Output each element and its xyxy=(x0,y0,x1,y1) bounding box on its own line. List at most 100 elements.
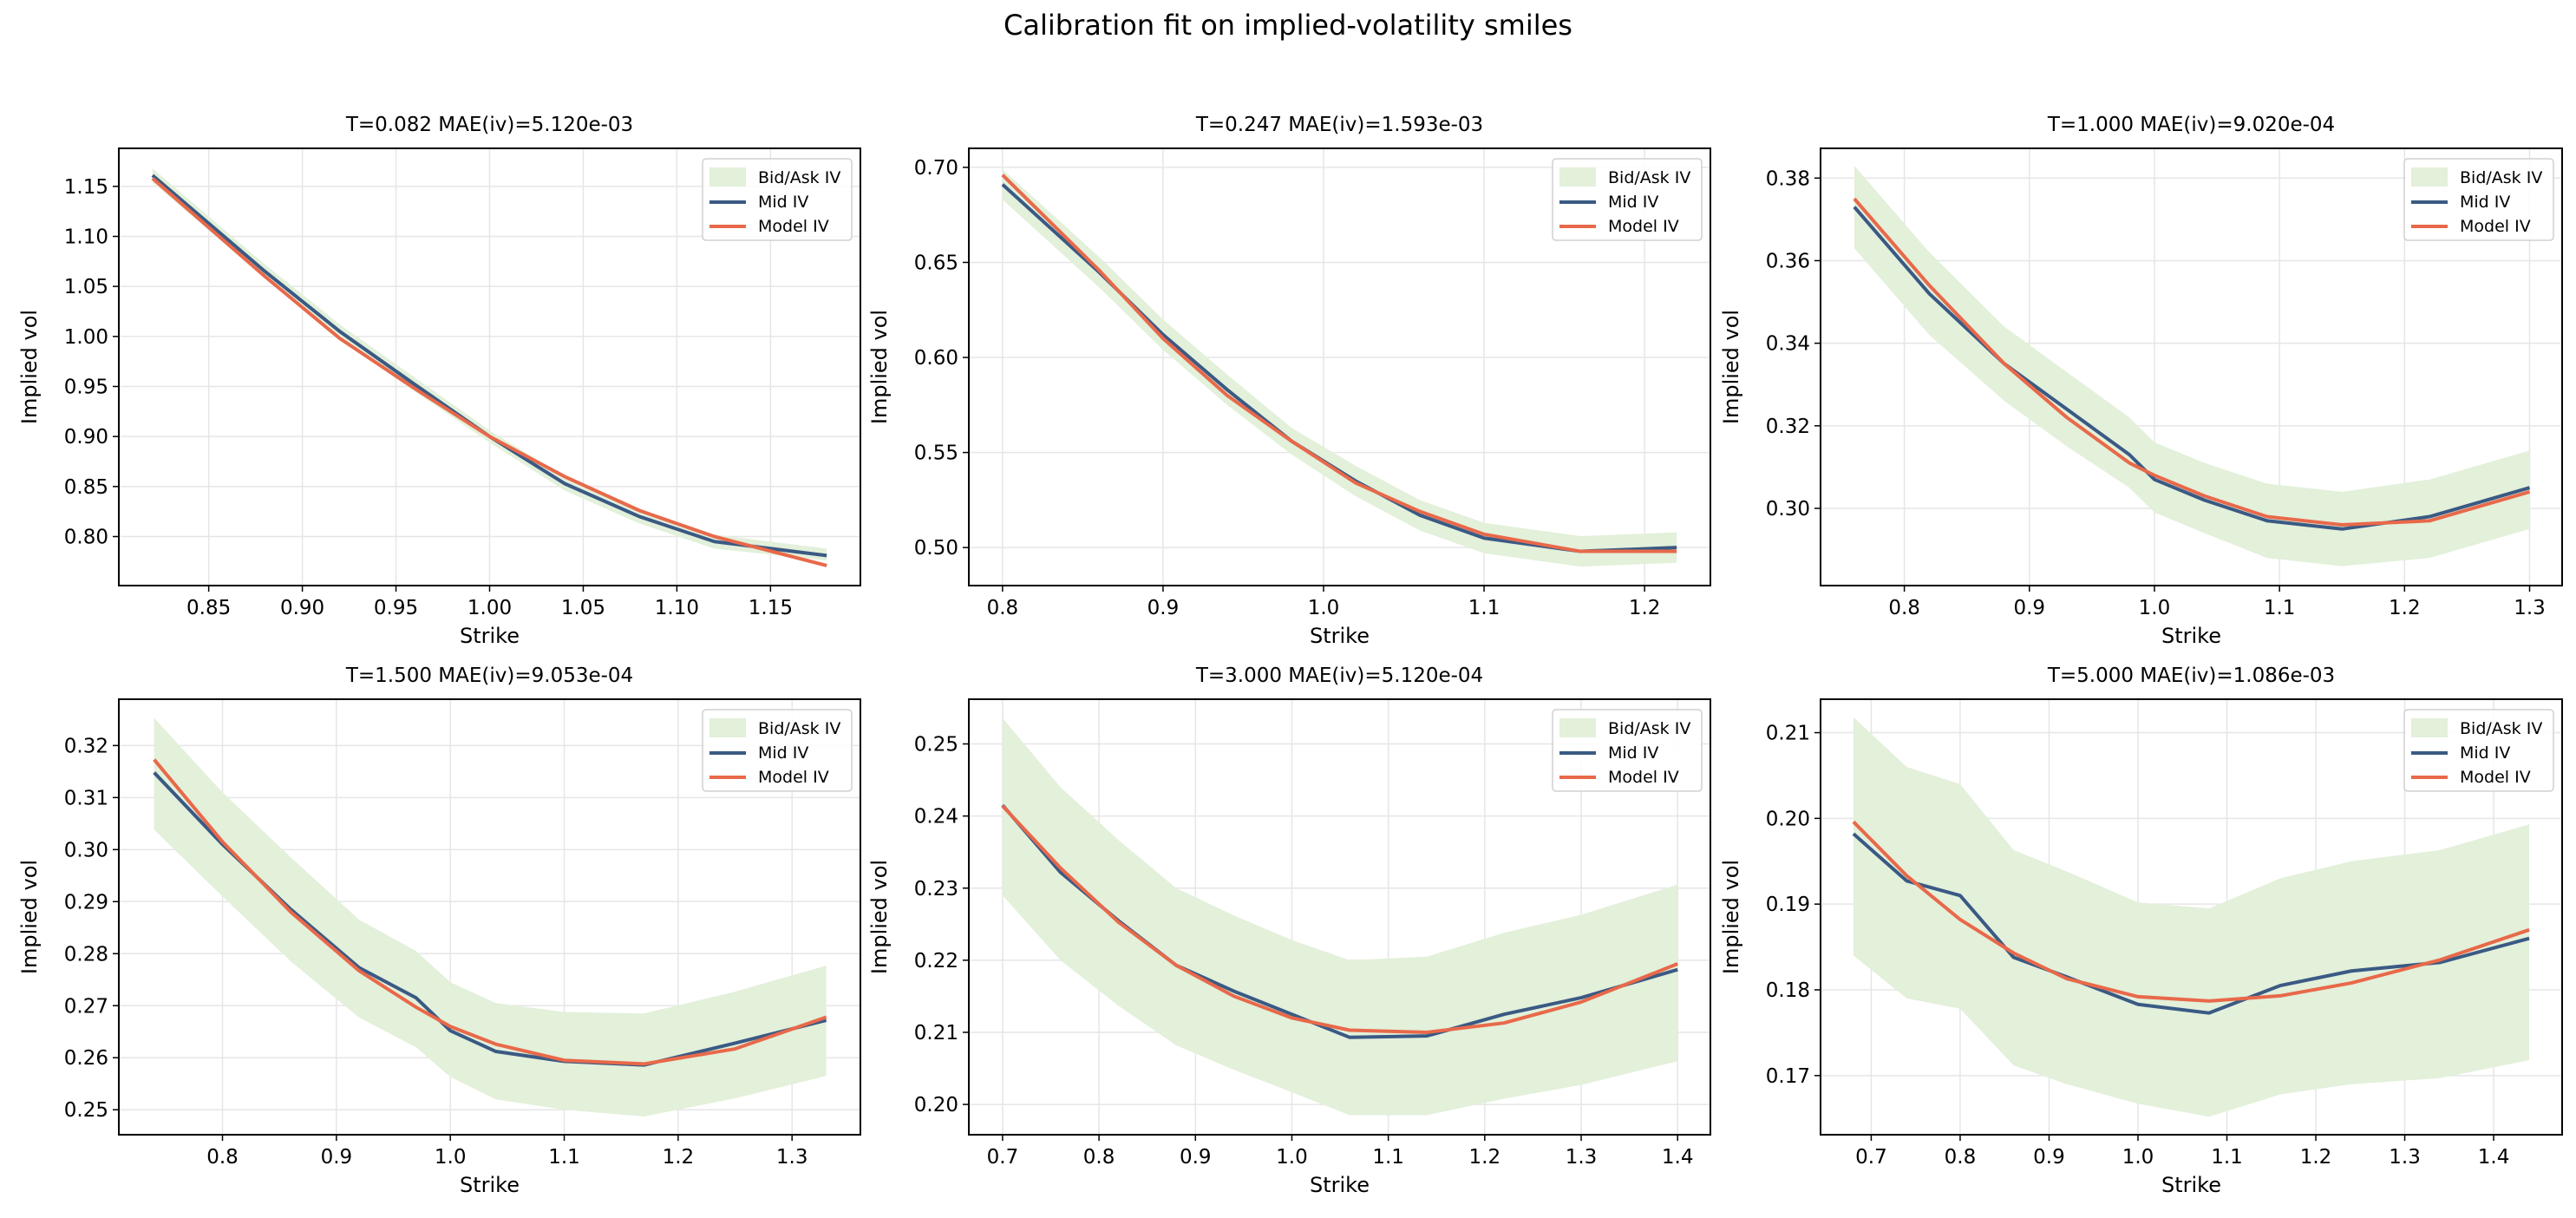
y-tick-label: 0.26 xyxy=(64,1047,108,1070)
x-tick-label: 0.9 xyxy=(2033,1146,2065,1169)
y-tick-label: 0.29 xyxy=(64,891,108,914)
legend-label-model: Model IV xyxy=(2460,768,2531,787)
y-tick-label: 0.19 xyxy=(1766,894,1810,916)
legend: Bid/Ask IV Mid IV Model IV xyxy=(702,158,853,241)
figure-suptitle: Calibration fit on implied-volatility sm… xyxy=(1004,9,1572,42)
x-tick-label: 1.2 xyxy=(1469,1146,1501,1169)
y-tick-label: 0.25 xyxy=(64,1099,108,1122)
x-tick-label: 0.85 xyxy=(186,597,231,619)
x-tick-label: 1.4 xyxy=(2478,1146,2510,1169)
legend-label-model: Model IV xyxy=(1608,768,1679,787)
y-axis-label: Implied vol xyxy=(1719,860,1743,974)
x-tick-label: 1.3 xyxy=(2389,1146,2421,1169)
subplot-title: T=0.082 MAE(iv)=5.120e-03 xyxy=(345,114,633,136)
x-tick-label: 0.9 xyxy=(321,1146,353,1169)
legend-label-model: Model IV xyxy=(1608,217,1679,236)
y-tick-label: 0.85 xyxy=(64,476,108,499)
subplot-title: T=1.000 MAE(iv)=9.020e-04 xyxy=(2047,114,2335,136)
legend-swatch-bid-ask xyxy=(709,718,746,737)
x-tick-label: 1.0 xyxy=(1276,1146,1308,1169)
y-tick-label: 0.20 xyxy=(1766,808,1810,830)
y-tick-label: 0.17 xyxy=(1766,1065,1810,1088)
x-tick-label: 1.1 xyxy=(548,1146,580,1169)
y-tick-label: 0.24 xyxy=(914,806,958,828)
y-tick-label: 1.05 xyxy=(64,276,108,298)
y-tick-label: 0.21 xyxy=(1766,723,1810,745)
model-iv-line xyxy=(151,177,827,567)
legend-label-mid: Mid IV xyxy=(758,193,808,212)
x-tick-label: 1.2 xyxy=(1629,597,1661,619)
x-tick-label: 1.1 xyxy=(2264,597,2296,619)
bid-ask-band xyxy=(1854,165,2530,566)
bid-ask-band xyxy=(1853,717,2530,1117)
y-axis-label: Implied vol xyxy=(17,310,42,424)
axes-frame xyxy=(968,698,1711,1136)
y-tick-label: 0.18 xyxy=(1766,979,1810,1002)
axes-frame xyxy=(968,147,1711,586)
x-tick-label: 1.10 xyxy=(655,597,699,619)
x-tick-label: 1.2 xyxy=(2389,597,2421,619)
legend-swatch-bid-ask xyxy=(2411,167,2448,187)
y-tick-label: 1.10 xyxy=(64,226,108,248)
bid-ask-band xyxy=(1002,717,1678,1116)
x-tick-label: 1.00 xyxy=(467,597,512,619)
legend-label-mid: Mid IV xyxy=(1608,743,1658,763)
legend-label-mid: Mid IV xyxy=(758,743,808,763)
legend: Bid/Ask IV Mid IV Model IV xyxy=(1552,158,1703,241)
axes-frame xyxy=(1820,147,2563,586)
x-tick-label: 0.8 xyxy=(1888,597,1920,619)
x-tick-label: 0.7 xyxy=(987,1146,1019,1169)
y-tick-label: 0.50 xyxy=(914,537,958,560)
y-tick-label: 0.20 xyxy=(914,1094,958,1116)
y-tick-label: 0.80 xyxy=(64,526,108,548)
legend-label-model: Model IV xyxy=(2460,217,2531,236)
legend-swatch-bid-ask xyxy=(2411,718,2448,737)
x-tick-label: 0.90 xyxy=(280,597,324,619)
y-tick-label: 0.30 xyxy=(1766,498,1810,521)
legend-label-mid: Mid IV xyxy=(2460,743,2510,763)
subplot-title: T=0.247 MAE(iv)=1.593e-03 xyxy=(1195,114,1483,136)
legend-label-bid-ask: Bid/Ask IV xyxy=(758,168,840,187)
x-tick-label: 1.1 xyxy=(1468,597,1500,619)
x-tick-label: 0.9 xyxy=(1147,597,1180,619)
subplot-1: 0.85 0.90 0.95 1.00 1.05 1.10 1.15 0.80 0.85 0.90… xyxy=(17,114,861,648)
y-tick-label: 0.25 xyxy=(914,734,958,756)
legend-swatch-bid-ask xyxy=(1559,167,1596,187)
model-iv-line xyxy=(1001,804,1678,1034)
subplot-4: 0.8 0.9 1.0 1.1 1.2 1.3 0.25 0.26 0.27 0.28 0.29 0.… xyxy=(17,665,861,1197)
y-tick-label: 0.23 xyxy=(914,878,958,900)
y-axis-label: Implied vol xyxy=(1719,310,1743,424)
subplot-6: 0.7 0.8 0.9 1.0 1.1 1.2 1.3 1.4 0.17 0.18 0.19 0.20… xyxy=(1719,665,2563,1197)
y-tick-label: 0.55 xyxy=(914,442,958,465)
x-axis-label: Strike xyxy=(2161,624,2221,648)
legend: Bid/Ask IV Mid IV Model IV xyxy=(702,709,853,792)
x-tick-label: 1.1 xyxy=(1372,1146,1404,1169)
bid-ask-band xyxy=(154,717,827,1117)
legend-label-bid-ask: Bid/Ask IV xyxy=(1608,168,1690,187)
y-tick-label: 0.90 xyxy=(64,426,108,449)
y-axis-label: Implied vol xyxy=(867,860,892,974)
subplot-5: 0.7 0.8 0.9 1.0 1.1 1.2 1.3 1.4 0.20 0.21 0.22 0.23… xyxy=(867,665,1711,1197)
legend-label-bid-ask: Bid/Ask IV xyxy=(2460,168,2542,187)
axes-frame xyxy=(118,698,861,1136)
x-tick-label: 1.2 xyxy=(2300,1146,2332,1169)
subplot-3: 0.8 0.9 1.0 1.1 1.2 1.3 0.30 0.32 0.34 0.36 0.38 T=… xyxy=(1719,114,2563,648)
x-tick-label: 1.0 xyxy=(435,1146,467,1169)
y-tick-label: 0.31 xyxy=(64,787,108,809)
y-tick-label: 0.32 xyxy=(1766,416,1810,438)
legend-label-mid: Mid IV xyxy=(1608,193,1658,212)
legend: Bid/Ask IV Mid IV Model IV xyxy=(2403,709,2554,792)
x-tick-label: 0.95 xyxy=(374,597,418,619)
y-tick-label: 0.32 xyxy=(64,735,108,757)
legend-swatch-bid-ask xyxy=(709,167,746,187)
x-tick-label: 1.3 xyxy=(776,1146,808,1169)
x-tick-label: 0.8 xyxy=(1945,1146,1977,1169)
y-tick-label: 0.70 xyxy=(914,157,958,180)
axes-frame xyxy=(1820,698,2563,1136)
x-tick-label: 0.9 xyxy=(2013,597,2045,619)
y-tick-label: 0.95 xyxy=(64,376,108,398)
y-tick-label: 0.28 xyxy=(64,943,108,966)
y-tick-label: 0.22 xyxy=(914,950,958,972)
subplot-2: 0.8 0.9 1.0 1.1 1.2 0.50 0.55 0.60 0.65 0.70 T=0.2… xyxy=(867,114,1711,648)
subplot-title: T=3.000 MAE(iv)=5.120e-04 xyxy=(1195,665,1483,687)
